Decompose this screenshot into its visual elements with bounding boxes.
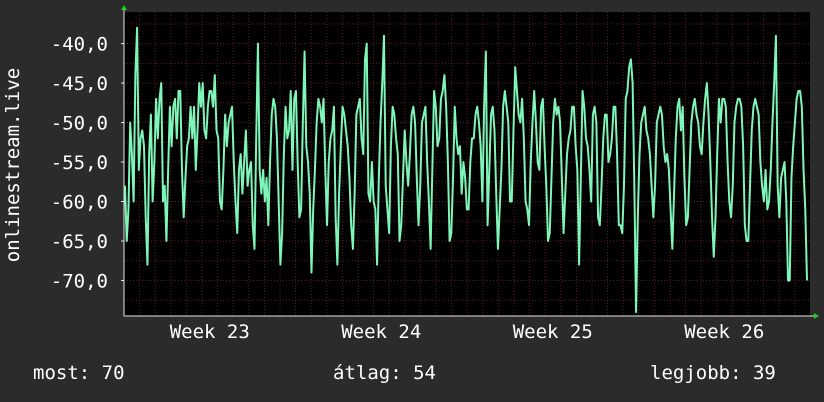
y-tick-label: -60,0 — [51, 192, 108, 214]
y-tick-label: -55,0 — [51, 152, 108, 174]
y-tick-label: -70,0 — [51, 270, 108, 292]
stat-current: most: 70 — [33, 362, 125, 384]
x-tick-label: Week 23 — [170, 321, 250, 343]
stat-best: legjobb: 39 — [650, 362, 776, 384]
x-axis-tick-labels: Week 23 Week 24 Week 25 Week 26 — [170, 321, 765, 343]
x-axis-arrow-icon — [814, 313, 819, 319]
axes — [121, 5, 819, 319]
x-tick-label: Week 25 — [513, 321, 593, 343]
y-tick-label: -50,0 — [51, 113, 108, 135]
y-axis-label: onlinestream.live — [2, 68, 24, 262]
y-tick-label: -65,0 — [51, 231, 108, 253]
y-tick-label: -45,0 — [51, 73, 108, 95]
stat-average: átlag: 54 — [333, 362, 436, 384]
x-tick-label: Week 24 — [341, 321, 421, 343]
y-axis-arrow-icon — [121, 5, 127, 10]
x-tick-label: Week 26 — [684, 321, 764, 343]
plot-area — [124, 12, 810, 316]
y-axis-tick-labels: -40,0 -45,0 -50,0 -55,0 -60,0 -65,0 -70,0 — [51, 34, 124, 292]
y-tick-label: -40,0 — [51, 34, 108, 56]
series-line — [124, 26, 808, 314]
